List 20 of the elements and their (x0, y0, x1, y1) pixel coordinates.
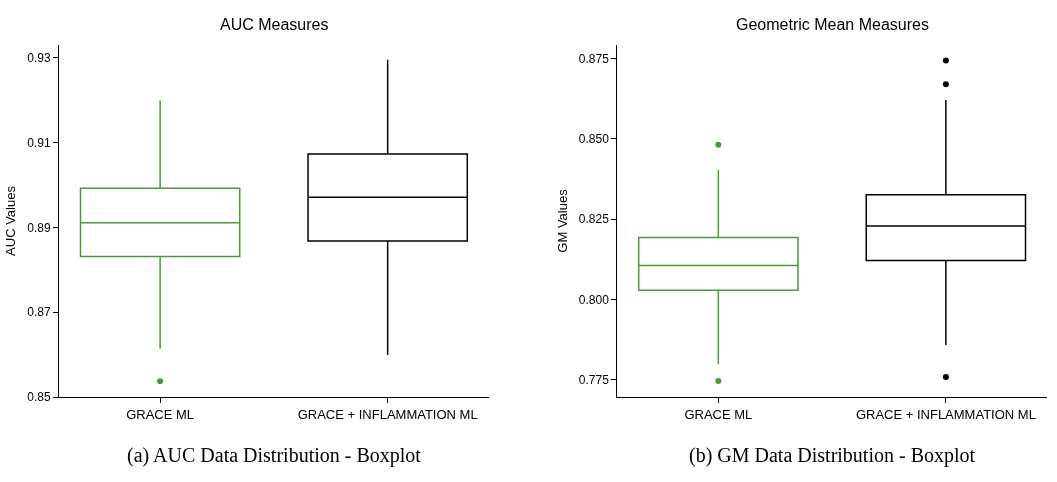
chart-title: AUC Measures (220, 16, 329, 33)
text: (a) AUC Data Distribution - Boxplot (127, 444, 422, 467)
y-tick-label: 0.93 (27, 50, 51, 65)
chart-title: Geometric Mean Measures (736, 16, 929, 33)
x-tick-label: GRACE + INFLAMMATION ML (297, 406, 478, 422)
y-tick-label: 0.91 (27, 135, 51, 150)
x-tick-label: GRACE + INFLAMMATION ML (855, 406, 1036, 422)
y-tick-label: 0.89 (27, 220, 51, 235)
y-tick-label: 0.87 (27, 305, 51, 320)
y-tick-label: 0.850 (578, 132, 610, 147)
y-tick-label: 0.800 (578, 292, 610, 307)
y-tick-label: 0.825 (578, 212, 610, 227)
y-axis-title: GM Values (554, 188, 570, 253)
x-tick-label: GRACE ML (126, 406, 195, 422)
y-axis-title: AUC Values (3, 185, 19, 256)
x-tick-label: GRACE ML (684, 406, 753, 422)
y-tick-label: 0.85 (27, 390, 51, 405)
y-tick-label: 0.875 (578, 51, 610, 66)
y-tick-label: 0.775 (578, 373, 610, 388)
text: (b) GM Data Distribution - Boxplot (689, 444, 976, 467)
